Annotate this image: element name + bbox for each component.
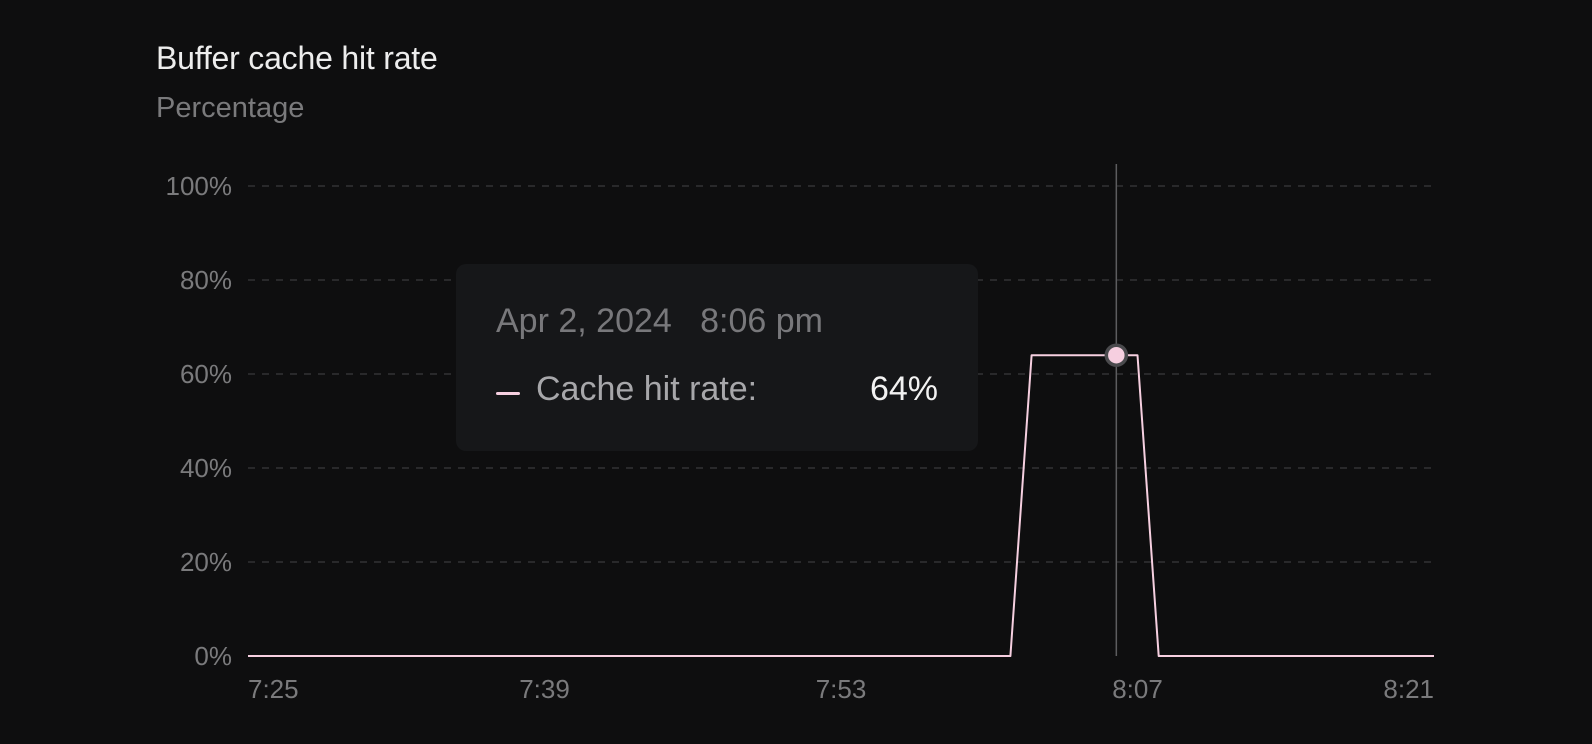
x-tick-label: 7:53: [816, 674, 867, 704]
y-tick-label: 80%: [180, 265, 232, 295]
tooltip-series-value: 64%: [869, 370, 938, 408]
x-tick-label: 7:39: [519, 674, 570, 704]
y-tick-label: 60%: [180, 359, 232, 389]
x-tick-label: 8:21: [1383, 674, 1434, 704]
y-tick-label: 0%: [194, 641, 232, 671]
highlight-point: [1104, 343, 1129, 367]
tooltip-time: 8:06 pm: [700, 302, 823, 340]
x-axis-ticks: 7:25 7:39 7:53 8:07 8:21: [248, 674, 1434, 704]
tooltip-datetime: Apr 2, 2024 8:06 pm: [496, 302, 823, 341]
y-tick-label: 40%: [180, 453, 232, 483]
tooltip-series-label: Cache hit rate:: [536, 370, 758, 408]
hover-marker: [1104, 343, 1129, 367]
chart-title: Buffer cache hit rate: [156, 40, 438, 76]
x-tick-label: 8:07: [1112, 674, 1163, 704]
y-tick-label: 20%: [180, 547, 232, 577]
tooltip-date: Apr 2, 2024: [496, 302, 672, 340]
tooltip: Apr 2, 2024 8:06 pm Cache hit rate: 64%: [456, 264, 978, 451]
chart-subtitle: Percentage: [156, 92, 305, 124]
tooltip-series-swatch: [496, 392, 520, 395]
y-axis-ticks: 0% 20% 40% 60% 80% 100%: [166, 171, 233, 671]
x-tick-label: 7:25: [248, 674, 299, 704]
y-tick-label: 100%: [166, 171, 233, 201]
